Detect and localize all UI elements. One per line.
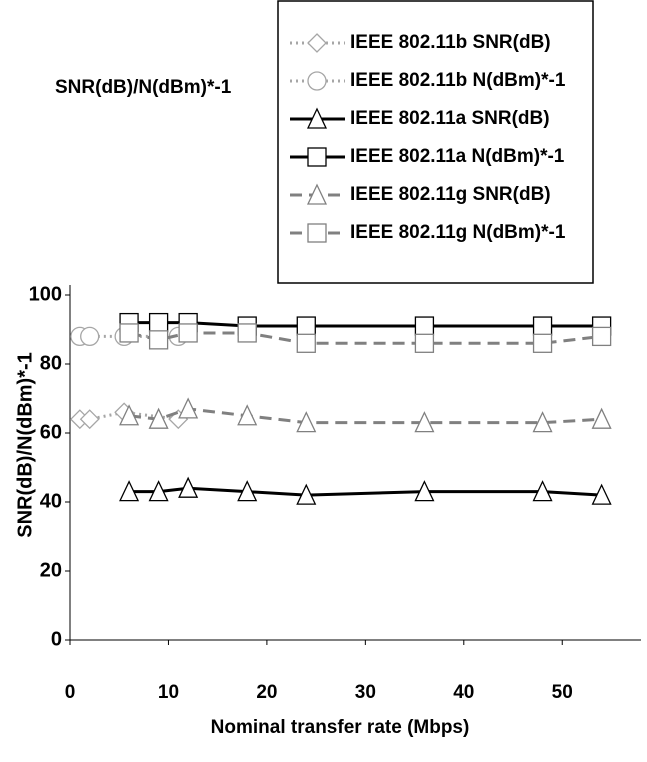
legend-box	[277, 0, 594, 284]
series-line	[129, 321, 602, 328]
y-tick-label: 20	[40, 559, 62, 581]
marker	[532, 480, 553, 502]
marker	[414, 411, 435, 433]
x-axis-label: Nominal transfer rate (Mbps)	[211, 717, 470, 738]
legend-label: IEEE 802.11g SNR(dB)	[350, 184, 551, 205]
marker	[306, 107, 328, 129]
marker	[307, 147, 327, 167]
marker	[307, 71, 327, 91]
x-tick-label: 10	[158, 682, 179, 703]
marker	[79, 409, 100, 430]
marker	[80, 326, 100, 347]
legend-label: IEEE 802.11g N(dBm)*-1	[350, 222, 566, 243]
y-tick-label: 80	[40, 352, 62, 374]
x-tick-label: 30	[355, 682, 376, 703]
marker	[307, 223, 327, 243]
marker	[414, 480, 435, 502]
x-tick-label: 20	[256, 682, 277, 703]
marker	[148, 312, 169, 333]
marker	[178, 397, 199, 419]
chart-title: SNR(dB)/N(dBm)*-1	[55, 77, 232, 98]
legend-label: IEEE 802.11a N(dBm)*-1	[350, 146, 565, 167]
marker	[296, 333, 316, 353]
marker	[532, 316, 553, 336]
marker	[296, 316, 316, 336]
marker	[307, 33, 327, 53]
marker	[148, 330, 169, 350]
marker	[119, 323, 139, 343]
y-tick-label: 60	[40, 421, 62, 443]
marker	[414, 333, 435, 353]
y-tick-label: 0	[51, 628, 62, 650]
marker	[414, 316, 435, 336]
marker	[591, 407, 612, 429]
legend-label: IEEE 802.11a SNR(dB)	[350, 108, 550, 129]
marker	[178, 323, 198, 343]
marker	[237, 323, 257, 343]
legend-label: IEEE 802.11b SNR(dB)	[350, 32, 551, 53]
marker	[148, 480, 169, 502]
marker	[237, 480, 258, 502]
marker	[532, 333, 553, 353]
legend-label: IEEE 802.11b N(dBm)*-1	[350, 70, 566, 91]
marker	[296, 483, 317, 505]
marker	[178, 476, 199, 498]
series-line	[128, 407, 602, 425]
marker	[119, 404, 140, 426]
marker	[119, 480, 140, 502]
x-tick-label: 0	[65, 682, 76, 703]
y-tick-label: 100	[29, 283, 62, 305]
series-line	[79, 410, 179, 421]
x-tick-label: 40	[453, 682, 474, 703]
series-line	[129, 486, 602, 497]
marker	[591, 483, 612, 505]
marker	[306, 183, 328, 205]
marker	[237, 404, 258, 426]
x-tick-label: 50	[552, 682, 573, 703]
y-tick-label: 40	[40, 490, 62, 512]
marker	[148, 407, 169, 429]
series-line	[128, 331, 602, 345]
marker	[532, 411, 553, 433]
marker	[591, 326, 612, 347]
y-axis-label: SNR(dB)/N(dBm)*-1	[14, 352, 36, 538]
marker	[296, 411, 317, 433]
